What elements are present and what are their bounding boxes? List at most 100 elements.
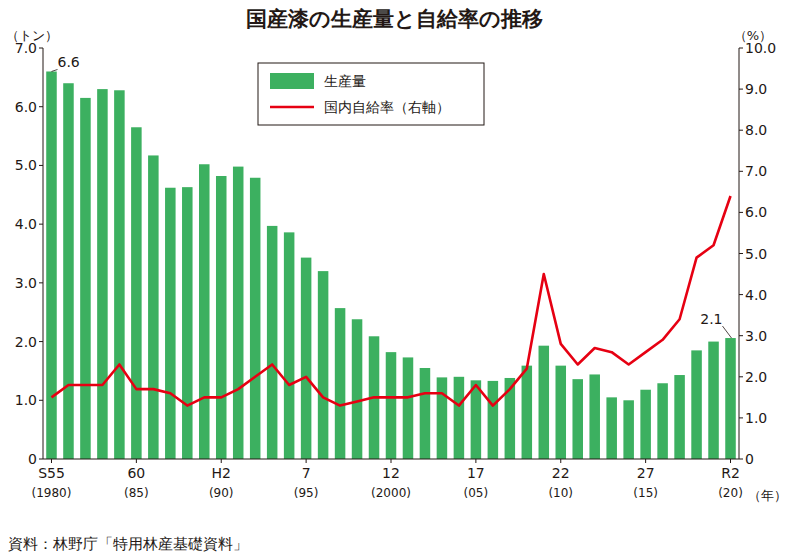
y-tick-label: 3.0: [15, 275, 37, 291]
y2-tick: [739, 253, 743, 254]
marks: [46, 71, 736, 459]
y-tick: [39, 106, 43, 107]
bar: [640, 390, 651, 459]
legend-label: 生産量: [324, 73, 366, 89]
bar: [437, 377, 448, 459]
x-tick-label-line: (85): [124, 486, 149, 500]
bar: [63, 83, 74, 459]
x-tick-label-line: 22: [552, 465, 570, 481]
legend-box: [258, 63, 484, 125]
x-tick-label-line: (20): [718, 486, 743, 500]
bar: [606, 397, 617, 459]
bar: [267, 226, 278, 459]
x-tick-label: 22(10): [548, 465, 573, 500]
x-tick-label-line: (05): [464, 486, 489, 500]
bar: [165, 188, 176, 459]
x-tick-label: R2 (20): [718, 465, 743, 500]
x-tick: [221, 459, 222, 463]
bar: [318, 271, 329, 459]
y2-tick: [739, 376, 743, 377]
bar: [623, 400, 634, 459]
y2-tick: [739, 130, 743, 131]
x-tick-label: S55 (1980): [32, 465, 72, 500]
x-tick-label-line: (90): [209, 486, 234, 500]
x-tick-label: 60 (85): [124, 465, 149, 500]
y2-tick: [739, 48, 743, 49]
bar: [148, 155, 159, 459]
x-tick-label: 7(95): [294, 465, 319, 500]
x-tick-label: 12(2000): [371, 465, 411, 500]
bar: [420, 368, 431, 459]
chart: 国産漆の生産量と自給率の推移（トン）（%）（年）01.02.03.04.05.0…: [0, 0, 789, 560]
bar: [657, 383, 668, 459]
y-tick: [39, 400, 43, 401]
data-label: 6.6: [57, 54, 79, 70]
title: 国産漆の生産量と自給率の推移: [246, 7, 543, 31]
legend: 生産量国内自給率（右軸）: [258, 63, 484, 125]
bar: [80, 98, 91, 459]
y-tick-label: 0: [28, 451, 37, 467]
y2-tick-label: 5.0: [745, 246, 767, 262]
y-tick: [39, 341, 43, 342]
axes: 01.02.03.04.05.06.07.001.02.03.04.05.06.…: [15, 40, 776, 500]
bar: [233, 167, 244, 459]
y-tick-label: 2.0: [15, 334, 37, 350]
bar: [691, 350, 702, 459]
bar: [488, 381, 499, 459]
x-tick-label: 17(05): [464, 465, 489, 500]
bar: [555, 366, 566, 459]
x-tick-label-line: 60: [127, 465, 145, 481]
y2-tick-label: 4.0: [745, 287, 767, 303]
bar: [454, 377, 465, 459]
y2-tick-label: 8.0: [745, 122, 767, 138]
x-tick-label-line: R2: [721, 465, 740, 481]
x-tick-label-line: (2000): [371, 486, 411, 500]
x-tick: [51, 459, 52, 463]
y-tick: [39, 48, 43, 49]
y2-tick-label: 1.0: [745, 410, 767, 426]
y2-tick-label: 0: [745, 451, 754, 467]
x-tick-label: H2(90): [209, 465, 234, 500]
bar: [403, 357, 414, 459]
y2-tick-label: 2.0: [745, 369, 767, 385]
bar: [522, 366, 533, 459]
label-leader: [723, 326, 732, 338]
y2-tick-label: 10.0: [745, 40, 776, 56]
bar: [708, 342, 719, 459]
x-tick-label-line: 27: [637, 465, 655, 481]
bar: [471, 380, 482, 459]
y-tick-label: 6.0: [15, 99, 37, 115]
y-tick-label: 4.0: [15, 216, 37, 232]
legend-swatch: [270, 106, 314, 109]
x-tick: [306, 459, 307, 463]
y2-tick-label: 6.0: [745, 204, 767, 220]
y2-tick: [739, 459, 743, 460]
bar: [46, 71, 57, 459]
legend-label: 国内自給率（右軸）: [324, 99, 450, 115]
legend-swatch: [270, 73, 314, 89]
x-tick-label: 27 (15): [633, 465, 658, 500]
y2-tick: [739, 212, 743, 213]
y-tick: [39, 459, 43, 460]
x-tick-label-line: 7: [302, 465, 311, 481]
x-axis-label: （年）: [748, 488, 787, 503]
bar: [216, 176, 227, 459]
y-tick: [39, 165, 43, 166]
y2-tick: [739, 335, 743, 336]
bar: [725, 338, 736, 459]
bar: [250, 178, 261, 459]
y-tick-label: 5.0: [15, 157, 37, 173]
x-tick-label-line: (1980): [32, 486, 72, 500]
x-tick-label-line: (15): [633, 486, 658, 500]
line: [51, 196, 730, 406]
bar: [182, 187, 193, 459]
data-label: 2.1: [700, 311, 722, 327]
y-axis-line: [43, 48, 44, 459]
bar: [97, 89, 108, 459]
bar: [335, 308, 346, 459]
x-tick-label-line: S55: [38, 465, 65, 481]
y2-tick-label: 3.0: [745, 328, 767, 344]
y-tick-label: 1.0: [15, 392, 37, 408]
bar: [572, 379, 583, 459]
bar: [284, 232, 295, 459]
